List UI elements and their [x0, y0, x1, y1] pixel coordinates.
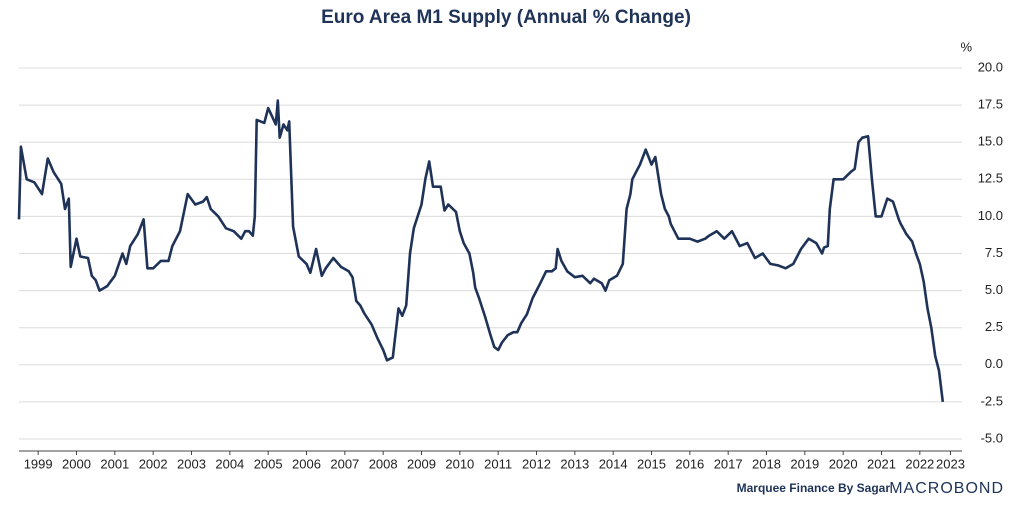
x-tick-label: 2008: [369, 456, 398, 471]
x-tick-label: 2016: [675, 456, 704, 471]
y-tick-label: 2.5: [985, 319, 1003, 334]
x-tick-label: 2003: [177, 456, 206, 471]
x-tick-label: 1999: [24, 456, 53, 471]
x-tick-label: 2018: [752, 456, 781, 471]
y-unit: %: [960, 39, 972, 54]
data-line: [17, 99, 945, 403]
x-tick-label: 2023: [936, 456, 965, 471]
x-tick-label: 2021: [867, 456, 896, 471]
y-tick-label: 5.0: [985, 282, 1003, 297]
x-tick-label: 2002: [139, 456, 168, 471]
y-tick-label: 20.0: [978, 59, 1003, 74]
x-tick-label: 2011: [484, 456, 512, 471]
x-tick-label: 2006: [292, 456, 321, 471]
y-tick-label: 0.0: [985, 356, 1003, 371]
chart-title: Euro Area M1 Supply (Annual % Change): [321, 7, 691, 28]
y-tick-label: 17.5: [978, 97, 1003, 112]
x-tick-label: 2005: [254, 456, 283, 471]
x-tick-label: 2013: [560, 456, 589, 471]
x-tick-label: 2019: [790, 456, 819, 471]
x-tick-label: 2001: [100, 456, 129, 471]
y-tick-label: 12.5: [978, 171, 1003, 186]
x-tick-label: 2017: [714, 456, 743, 471]
y-tick-label: 10.0: [978, 208, 1003, 223]
x-tick-label: 2007: [330, 456, 359, 471]
source: Marquee Finance By Sagar: [737, 481, 891, 495]
x-tick-label: 2022: [905, 456, 934, 471]
brand: MACROBOND: [889, 480, 1004, 497]
x-tick-label: 2015: [637, 456, 666, 471]
x-tick-label: 2012: [522, 456, 551, 471]
y-tick-label: -2.5: [981, 393, 1003, 408]
y-tick-label: 15.0: [978, 134, 1003, 149]
x-tick-label: 2010: [445, 456, 474, 471]
x-tick-label: 2004: [215, 456, 244, 471]
x-tick-label: 2020: [829, 456, 858, 471]
x-tick-label: 2009: [407, 456, 436, 471]
y-tick-label: -5.0: [981, 430, 1003, 445]
x-tick-label: 2014: [599, 456, 628, 471]
y-tick-label: 7.5: [985, 245, 1003, 260]
x-tick-label: 2000: [62, 456, 91, 471]
